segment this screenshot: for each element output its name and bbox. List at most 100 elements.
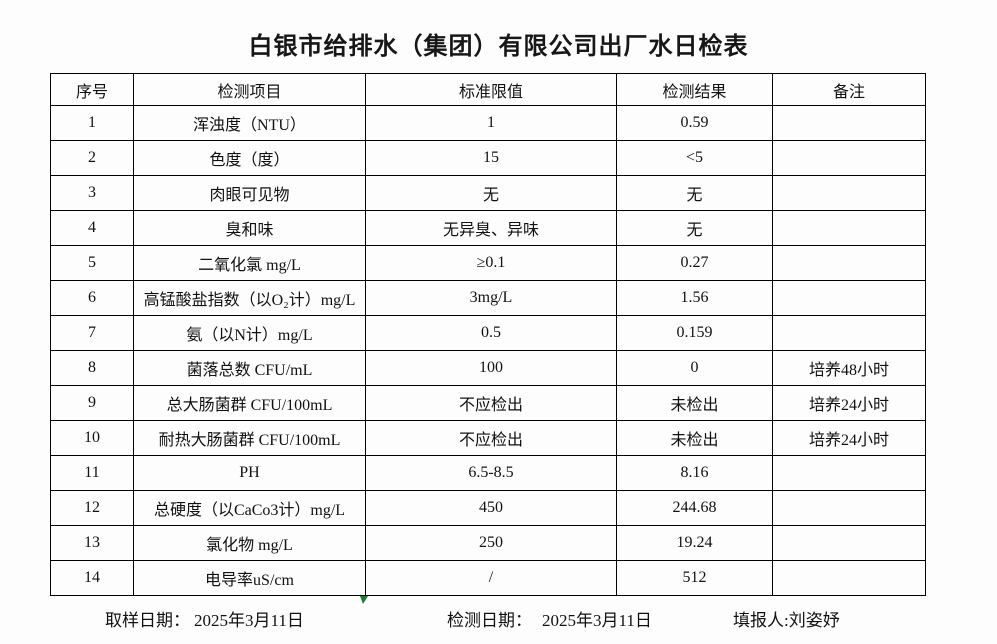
- cell-serial: 9: [50, 385, 134, 421]
- table-row: 5 二氧化氯 mg/L ≥0.1 0.27: [50, 245, 926, 281]
- header-remark: 备注: [772, 73, 926, 106]
- cell-item: 总硬度（以CaCo3计）mg/L: [133, 490, 366, 526]
- cell-limit: ≥0.1: [365, 245, 617, 281]
- reporter-label: 填报人:: [733, 611, 789, 630]
- cell-serial: 7: [50, 315, 134, 351]
- cell-remark: [772, 105, 926, 141]
- cell-remark: [772, 210, 926, 246]
- table-row: 11 PH 6.5-8.5 8.16: [50, 455, 926, 491]
- cell-item: 耐热大肠菌群 CFU/100mL: [133, 420, 366, 456]
- reporter: 填报人:刘姿妤: [733, 606, 840, 631]
- cell-item: 氨（以N计）mg/L: [133, 315, 366, 351]
- cell-serial: 3: [50, 175, 134, 211]
- table-row: 8 菌落总数 CFU/mL 100 0 培养48小时: [50, 350, 926, 386]
- cell-remark: [772, 455, 926, 491]
- cell-result: 0.159: [616, 315, 773, 351]
- header-serial: 序号: [50, 73, 134, 106]
- cell-item: 高锰酸盐指数（以O₂计）mg/L: [133, 280, 366, 316]
- cell-serial: 12: [50, 490, 134, 526]
- cell-serial: 13: [50, 525, 134, 561]
- cell-serial: 11: [50, 455, 134, 491]
- cell-result: 244.68: [616, 490, 773, 526]
- cell-result: <5: [616, 140, 773, 176]
- header-limit: 标准限值: [365, 73, 617, 106]
- cell-result: 1.56: [616, 280, 773, 316]
- cell-limit: 6.5-8.5: [365, 455, 617, 491]
- cell-item: 菌落总数 CFU/mL: [133, 350, 366, 386]
- cell-result: 0.59: [616, 105, 773, 141]
- cell-remark: [772, 560, 926, 596]
- cell-serial: 14: [50, 560, 134, 596]
- cell-result: 8.16: [616, 455, 773, 491]
- cell-remark: [772, 490, 926, 526]
- reporter-name: 刘姿妤: [788, 611, 840, 630]
- sample-date-value: 2025年3月11日: [194, 611, 304, 630]
- table-row: 9 总大肠菌群 CFU/100mL 不应检出 未检出 培养24小时: [50, 385, 926, 421]
- sample-date: 取样日期： 2025年3月11日: [105, 606, 304, 631]
- cell-limit: 15: [365, 140, 617, 176]
- cell-result: 19.24: [616, 525, 773, 561]
- cell-serial: 4: [50, 210, 134, 246]
- cell-limit: 无异臭、异味: [365, 210, 617, 246]
- cell-remark: [772, 245, 926, 281]
- cell-serial: 10: [50, 420, 134, 456]
- table-row: 4 臭和味 无异臭、异味 无: [50, 210, 926, 246]
- cell-serial: 1: [50, 105, 134, 141]
- cell-limit: 无: [365, 175, 617, 211]
- table-row: 6 高锰酸盐指数（以O₂计）mg/L 3mg/L 1.56: [50, 280, 926, 316]
- cell-serial: 5: [50, 245, 134, 281]
- cell-remark: 培养48小时: [772, 350, 926, 386]
- table-row: 10 耐热大肠菌群 CFU/100mL 不应检出 未检出 培养24小时: [50, 420, 926, 456]
- test-date-value: 2025年3月11日: [542, 611, 652, 630]
- table-header-row: 序号 检测项目 标准限值 检测结果 备注: [50, 73, 926, 106]
- cell-serial: 6: [50, 280, 134, 316]
- table-row: 13 氯化物 mg/L 250 19.24: [50, 525, 926, 561]
- header-result: 检测结果: [616, 73, 773, 106]
- cell-remark: [772, 280, 926, 316]
- cell-limit: 不应检出: [365, 385, 617, 421]
- cell-item: 氯化物 mg/L: [133, 525, 366, 561]
- cell-item: 二氧化氯 mg/L: [133, 245, 366, 281]
- cell-item: 总大肠菌群 CFU/100mL: [133, 385, 366, 421]
- cell-item: 电导率uS/cm: [133, 560, 366, 596]
- cell-limit: 3mg/L: [365, 280, 617, 316]
- cell-item: 肉眼可见物: [133, 175, 366, 211]
- cell-limit: /: [365, 560, 617, 596]
- cell-remark: 培养24小时: [772, 420, 926, 456]
- header-item: 检测项目: [133, 73, 366, 106]
- table-row: 7 氨（以N计）mg/L 0.5 0.159: [50, 315, 926, 351]
- cell-remark: [772, 315, 926, 351]
- cell-limit: 450: [365, 490, 617, 526]
- table-row: 12 总硬度（以CaCo3计）mg/L 450 244.68: [50, 490, 926, 526]
- table-row: 3 肉眼可见物 无 无: [50, 175, 926, 211]
- cell-serial: 2: [50, 140, 134, 176]
- cell-result: 无: [616, 210, 773, 246]
- cell-item: 臭和味: [133, 210, 366, 246]
- cell-result: 无: [616, 175, 773, 211]
- cell-limit: 1: [365, 105, 617, 141]
- cell-serial: 8: [50, 350, 134, 386]
- footer: 取样日期： 2025年3月11日 检测日期： 2025年3月11日 填报人:刘姿妤: [0, 606, 997, 636]
- cell-remark: 培养24小时: [772, 385, 926, 421]
- cell-limit: 不应检出: [365, 420, 617, 456]
- table-row: 14 电导率uS/cm / 512: [50, 560, 926, 596]
- cell-remark: [772, 140, 926, 176]
- cell-limit: 250: [365, 525, 617, 561]
- cell-item: 色度（度）: [133, 140, 366, 176]
- cell-limit: 0.5: [365, 315, 617, 351]
- cell-result: 未检出: [616, 420, 773, 456]
- page-title: 白银市给排水（集团）有限公司出厂水日检表: [248, 34, 749, 60]
- cell-result: 0: [616, 350, 773, 386]
- test-date: 检测日期： 2025年3月11日: [447, 606, 652, 631]
- cell-result: 512: [616, 560, 773, 596]
- table-row: 2 色度（度） 15 <5: [50, 140, 926, 176]
- daily-inspection-table: 序号 检测项目 标准限值 检测结果 备注 1 浑浊度（NTU） 1 0.59 2…: [50, 73, 926, 596]
- cell-result: 未检出: [616, 385, 773, 421]
- cell-item: PH: [133, 455, 366, 491]
- cell-limit: 100: [365, 350, 617, 386]
- cell-item: 浑浊度（NTU）: [133, 105, 366, 141]
- sample-date-label: 取样日期：: [105, 611, 190, 630]
- cell-remark: [772, 525, 926, 561]
- table-row: 1 浑浊度（NTU） 1 0.59: [50, 105, 926, 141]
